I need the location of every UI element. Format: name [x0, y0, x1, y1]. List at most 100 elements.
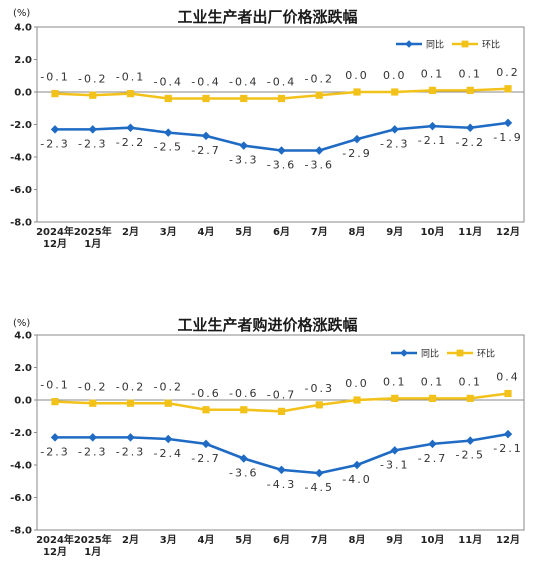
data-point-yoy	[315, 146, 324, 155]
data-label: -4.3	[267, 478, 296, 491]
x-tick-label: 9月	[386, 226, 403, 238]
x-tick-label: 1月	[84, 238, 101, 250]
y-tick-label: -6.0	[10, 493, 32, 504]
legend-marker	[456, 349, 464, 357]
y-unit-label: (%)	[13, 8, 30, 19]
data-point-yoy	[126, 433, 135, 442]
data-point-mom	[504, 85, 512, 93]
data-label: -0.4	[191, 76, 220, 89]
x-tick-label: 11月	[458, 226, 482, 238]
data-point-mom	[89, 399, 97, 407]
chart-purchase-price: 工业生产者购进价格涨跌幅 (%) 4.0 2.0 0.0 -2.0 -4.0 -6.0 -8.…	[0, 308, 535, 565]
data-point-mom	[51, 90, 59, 98]
data-label: -2.2	[116, 136, 145, 149]
data-point-yoy	[277, 146, 286, 155]
data-label: 0.4	[496, 371, 520, 384]
data-label: -0.4	[229, 76, 258, 89]
data-label: -2.3	[78, 137, 107, 150]
data-point-mom	[164, 399, 172, 407]
x-tick-label: 8月	[349, 226, 366, 238]
data-label: -0.6	[191, 387, 220, 400]
data-point-yoy	[466, 436, 475, 445]
x-tick-label: 11月	[458, 534, 482, 546]
y-tick-label: 0.0	[14, 396, 32, 407]
data-label: -2.3	[116, 445, 145, 458]
data-point-yoy	[503, 118, 513, 128]
data-label: -2.5	[154, 141, 183, 154]
data-point-mom	[164, 94, 172, 103]
data-label: -0.4	[267, 76, 296, 89]
legend-marker	[400, 349, 408, 357]
data-label: -3.1	[380, 458, 409, 471]
y-unit-label: (%)	[13, 318, 30, 329]
legend-marker	[461, 40, 469, 48]
y-tick-label: 2.0	[14, 55, 32, 66]
data-point-yoy	[428, 121, 437, 131]
data-label: -0.7	[267, 388, 296, 401]
data-label: 0.0	[345, 377, 369, 390]
y-tick-label: 4.0	[14, 23, 32, 34]
data-label: -4.0	[342, 473, 371, 486]
data-point-yoy	[126, 123, 135, 132]
x-tick-label: 12月	[496, 226, 520, 238]
data-point-yoy	[164, 128, 173, 137]
x-tick-label: 1月	[84, 546, 101, 558]
x-tick-label: 7月	[311, 226, 328, 238]
data-point-yoy	[239, 141, 248, 150]
data-label: -2.3	[380, 137, 409, 150]
x-tick-label: 4月	[198, 534, 215, 546]
data-label: -2.5	[456, 449, 485, 462]
y-tick-label: 4.0	[14, 331, 32, 342]
x-tick-label: 2025年	[74, 225, 112, 238]
data-point-yoy	[201, 439, 211, 449]
data-point-yoy	[88, 125, 97, 134]
chart-svg: (%)4.02.00.0-2.0-4.0-6.0-8.02024年12月2025…	[10, 318, 525, 558]
x-tick-label: 6月	[273, 226, 290, 238]
data-point-yoy	[50, 433, 60, 442]
chart-title: 工业生产者出厂价格涨跌幅	[177, 8, 358, 26]
data-label: -0.4	[154, 76, 183, 89]
data-label: -2.3	[40, 445, 69, 458]
x-tick-label: 5月	[235, 534, 252, 546]
legend-label: 环比	[477, 348, 495, 360]
data-label: -0.1	[40, 379, 69, 392]
data-label: -2.4	[154, 447, 183, 460]
data-point-yoy	[503, 429, 513, 439]
y-tick-label: -2.0	[10, 428, 32, 439]
x-tick-label: 4月	[198, 226, 215, 238]
data-label: 0.2	[496, 66, 520, 79]
data-point-mom	[353, 88, 361, 96]
data-point-yoy	[239, 454, 248, 463]
data-label: 0.1	[383, 375, 407, 388]
data-point-mom	[240, 94, 248, 103]
data-label: 0.0	[383, 69, 407, 82]
data-label: -0.2	[78, 72, 107, 85]
data-label: -2.3	[40, 137, 69, 150]
data-label: 0.1	[459, 67, 483, 80]
data-point-mom	[428, 394, 437, 402]
data-label: -3.6	[267, 159, 296, 172]
data-point-mom	[126, 90, 135, 98]
data-label: -3.3	[229, 154, 258, 167]
data-label: -4.5	[305, 481, 334, 494]
y-tick-label: 2.0	[14, 363, 32, 374]
data-point-yoy	[277, 465, 286, 475]
data-point-mom	[391, 394, 399, 402]
data-label: -1.9	[493, 131, 522, 144]
data-point-yoy	[201, 131, 211, 141]
x-tick-label: 5月	[235, 226, 252, 238]
data-point-yoy	[50, 125, 60, 134]
x-tick-label: 3月	[160, 226, 177, 238]
data-point-mom	[504, 389, 512, 398]
data-label: 0.1	[459, 375, 483, 388]
data-label: -2.2	[456, 136, 485, 149]
x-tick-label: 10月	[421, 534, 445, 546]
data-label: -0.1	[40, 71, 69, 84]
data-label: 0.1	[421, 67, 445, 80]
x-tick-label: 12月	[43, 546, 67, 558]
x-tick-label: 9月	[386, 534, 403, 546]
data-point-yoy	[88, 433, 97, 442]
data-label: -2.1	[493, 442, 522, 455]
data-point-mom	[428, 86, 437, 94]
plot-frame	[36, 334, 525, 531]
